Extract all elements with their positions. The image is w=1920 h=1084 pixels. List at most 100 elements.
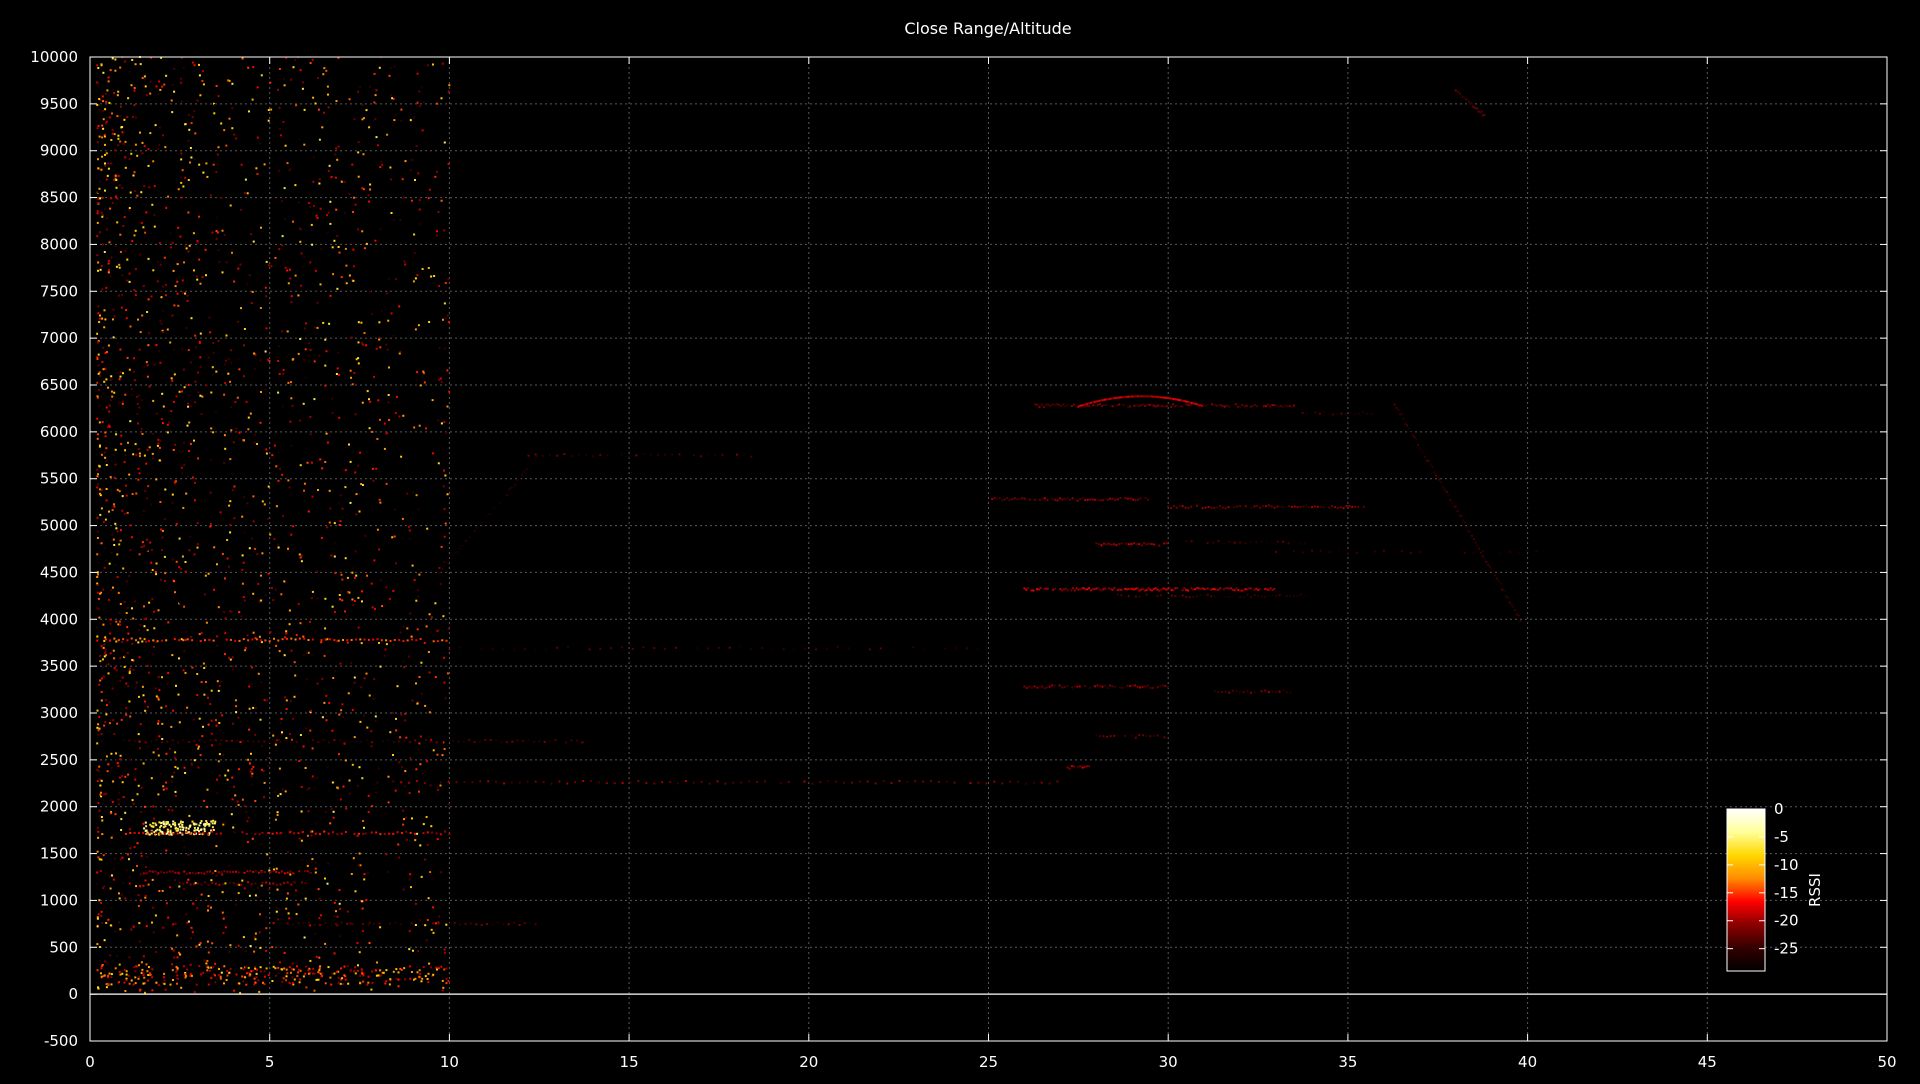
data-point [290,533,293,536]
data-point [113,92,116,95]
data-point [424,858,427,861]
data-point [124,580,127,583]
data-point [160,322,163,325]
data-point [97,836,100,839]
data-point [143,625,146,628]
data-point [152,399,155,402]
data-point [261,904,263,907]
data-point [128,858,130,861]
y-tick-label: 7500 [40,282,78,300]
data-point [128,982,131,985]
diagonal-point [508,488,511,491]
track-point [1190,587,1193,590]
track-point [298,870,301,873]
data-point [153,213,156,216]
data-point [244,976,247,979]
track-point [1098,735,1101,738]
track-point [200,871,203,874]
track-point [389,922,392,925]
data-point [159,772,162,775]
data-point [196,99,199,102]
data-point [146,375,149,378]
diagonal-point [445,561,448,564]
data-point [153,225,156,228]
data-point [299,69,302,72]
data-point [259,718,262,721]
data-point [170,833,173,836]
data-point [97,856,100,859]
track-point [142,831,145,834]
track-point [1305,504,1308,507]
data-point [217,760,220,763]
data-point [226,557,229,560]
data-point [409,612,412,615]
data-point [99,231,102,234]
data-point [413,579,416,582]
data-point [328,702,331,704]
track-point [518,781,521,784]
data-point [368,921,371,924]
track-point [1176,587,1179,589]
data-point [101,677,103,680]
arc-point [1143,395,1146,398]
data-point [199,974,202,977]
x-tick-label: 35 [1338,1053,1357,1071]
data-point [249,945,252,947]
data-point [221,714,224,717]
track-point [1319,505,1322,508]
data-point [200,681,203,684]
arc-point [1124,395,1127,398]
data-point [162,788,165,791]
data-point [241,798,244,801]
data-point [137,467,140,470]
data-point [411,699,414,702]
data-point [155,695,158,698]
data-point [250,970,253,973]
data-point [174,480,177,483]
data-point [224,632,227,635]
data-point [207,983,210,986]
data-point [197,654,200,657]
data-point [321,126,324,129]
data-point [178,390,181,393]
data-point [220,971,223,974]
track-point [247,639,250,642]
data-point [165,205,168,208]
data-point [193,439,195,442]
data-point [337,246,340,248]
data-point [354,471,357,474]
track-point [1063,686,1066,688]
y-tick-label: 6500 [40,376,78,394]
data-point [232,826,235,829]
data-point [112,288,115,291]
data-point [96,437,99,440]
data-point [131,607,133,610]
data-point [194,346,197,349]
data-point [140,851,143,854]
data-point [160,296,163,299]
track-point [1023,587,1026,590]
data-point [367,811,370,814]
track-point [304,881,307,884]
data-point [432,452,435,455]
track-point [254,833,257,836]
diagonal-point [510,487,513,489]
track-point [241,740,244,742]
data-point [241,57,244,60]
data-point [423,372,425,375]
data-point [148,332,151,335]
data-point [123,656,126,659]
data-point [118,543,121,546]
x-tick-label: 0 [85,1053,95,1071]
track-point [177,871,180,874]
data-point [300,554,303,557]
data-point [131,240,134,242]
track-point [1246,588,1249,591]
data-point [316,682,319,685]
data-point [152,160,155,163]
data-point [173,373,176,376]
data-point [152,432,155,435]
data-point [415,494,418,497]
data-point [432,906,434,909]
data-point [107,663,110,666]
